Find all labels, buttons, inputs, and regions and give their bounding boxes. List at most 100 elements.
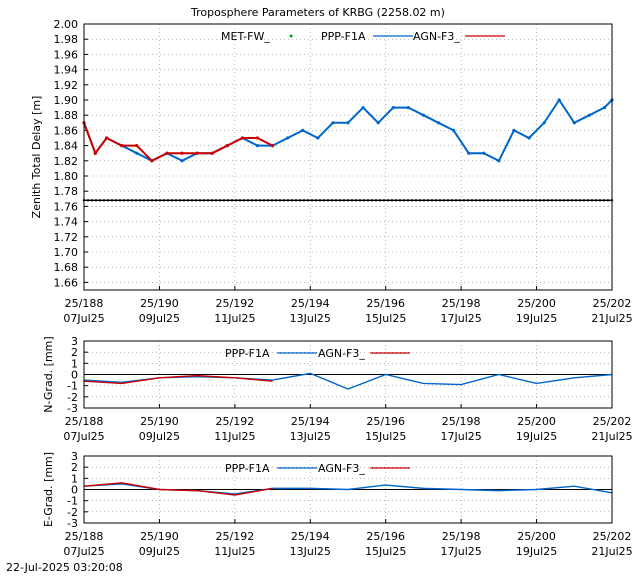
reference-point — [514, 199, 518, 202]
y-tick-label: 2 — [71, 346, 78, 359]
x-tick-label-doy: 25/202 — [593, 297, 632, 310]
y-tick-label: 1.96 — [54, 48, 79, 61]
reference-point — [186, 199, 190, 202]
reference-point — [102, 199, 106, 202]
x-tick-label-date: 17Jul25 — [441, 545, 482, 558]
reference-point — [502, 199, 506, 202]
reference-point — [286, 199, 290, 202]
y-tick-label: -1 — [67, 380, 78, 393]
reference-point — [358, 199, 362, 202]
reference-point — [466, 199, 470, 202]
reference-point — [218, 199, 222, 202]
legend-label: MET-FW_ — [221, 30, 270, 43]
x-tick-label-date: 09Jul25 — [139, 545, 180, 558]
reference-point — [322, 199, 326, 202]
reference-point — [306, 199, 310, 202]
x-tick-label-doy: 25/198 — [442, 530, 481, 543]
y-tick-label: 1.76 — [54, 200, 79, 213]
reference-point — [534, 199, 538, 202]
x-tick-label-date: 19Jul25 — [516, 545, 557, 558]
reference-point — [318, 199, 322, 202]
data-point-PPP-F1A — [180, 159, 184, 163]
chart-title: Troposphere Parameters of KRBG (2258.02 … — [190, 6, 445, 19]
reference-point — [602, 199, 606, 202]
y-tick-label: 1.66 — [54, 276, 79, 289]
y-tick-label: 2.00 — [54, 18, 79, 31]
reference-point — [530, 199, 534, 202]
reference-point — [458, 199, 462, 202]
reference-point — [510, 199, 514, 202]
x-tick-label-date: 07Jul25 — [63, 430, 104, 443]
reference-point — [578, 199, 582, 202]
reference-point — [498, 199, 502, 202]
reference-point — [130, 199, 134, 202]
x-tick-label-doy: 25/192 — [216, 297, 255, 310]
reference-point — [342, 199, 346, 202]
y-tick-label: 1.84 — [54, 140, 79, 153]
data-point-AGN-F3_ — [240, 136, 244, 140]
data-point-PPP-F1A — [346, 121, 350, 125]
reference-point — [118, 199, 122, 202]
x-tick-label-date: 19Jul25 — [516, 430, 557, 443]
y-tick-label: 1.70 — [54, 246, 79, 259]
reference-point — [522, 199, 526, 202]
x-tick-label-date: 21Jul25 — [591, 312, 632, 325]
reference-point — [418, 199, 422, 202]
reference-point — [86, 199, 90, 202]
y-tick-label: 3 — [71, 335, 78, 348]
data-point-AGN-F3_ — [165, 151, 169, 155]
reference-point — [106, 199, 110, 202]
reference-point — [506, 199, 510, 202]
x-tick-label-doy: 25/198 — [442, 415, 481, 428]
x-tick-label-date: 15Jul25 — [365, 312, 406, 325]
x-tick-label-date: 17Jul25 — [441, 312, 482, 325]
x-tick-label-doy: 25/202 — [593, 415, 632, 428]
reference-point — [138, 199, 142, 202]
x-tick-label-date: 07Jul25 — [63, 312, 104, 325]
data-point-AGN-F3_ — [120, 144, 124, 148]
legend-swatch — [289, 34, 293, 38]
y-tick-label: 1.94 — [54, 64, 79, 77]
reference-point — [294, 199, 298, 202]
reference-point — [518, 199, 522, 202]
data-point-AGN-F3_ — [225, 144, 229, 148]
reference-point — [346, 199, 350, 202]
reference-point — [182, 199, 186, 202]
data-point-PPP-F1A — [587, 113, 591, 117]
reference-point — [382, 199, 386, 202]
reference-point — [134, 199, 138, 202]
y-axis-label: N-Grad. [mm] — [42, 336, 55, 412]
data-point-AGN-F3_ — [270, 144, 275, 148]
reference-point — [258, 199, 262, 202]
reference-point — [338, 199, 342, 202]
data-point-AGN-F3_ — [150, 159, 154, 163]
reference-point — [170, 199, 174, 202]
reference-point — [490, 199, 494, 202]
reference-point — [262, 199, 266, 202]
y-tick-label: -3 — [67, 517, 78, 530]
reference-point — [202, 199, 206, 202]
x-tick-label-date: 13Jul25 — [290, 312, 331, 325]
data-point-AGN-F3_ — [195, 151, 199, 155]
x-tick-label-doy: 25/202 — [593, 530, 632, 543]
x-tick-label-date: 13Jul25 — [290, 430, 331, 443]
reference-point — [486, 199, 490, 202]
series-line-PPP-F1A — [83, 372, 613, 390]
reference-point — [238, 199, 242, 202]
legend-label: AGN-F3_ — [413, 30, 460, 43]
reference-point — [246, 199, 250, 202]
ztd-panel: 1.66 1.68 1.70 1.72 1.74 1.76 1.78 1.80 1.82 1.84… — [30, 18, 633, 325]
reference-point — [386, 199, 390, 202]
data-point-PPP-F1A — [135, 151, 139, 155]
timestamp: 22-Jul-2025 03:20:08 — [6, 561, 123, 574]
reference-point — [406, 199, 410, 202]
plot-frame — [83, 23, 613, 291]
reference-point — [198, 199, 202, 202]
reference-point — [90, 199, 94, 202]
reference-point — [270, 199, 274, 202]
reference-point — [310, 199, 314, 202]
x-tick-label-date: 11Jul25 — [214, 545, 255, 558]
reference-point — [278, 199, 282, 202]
x-tick-label-doy: 25/194 — [291, 530, 330, 543]
